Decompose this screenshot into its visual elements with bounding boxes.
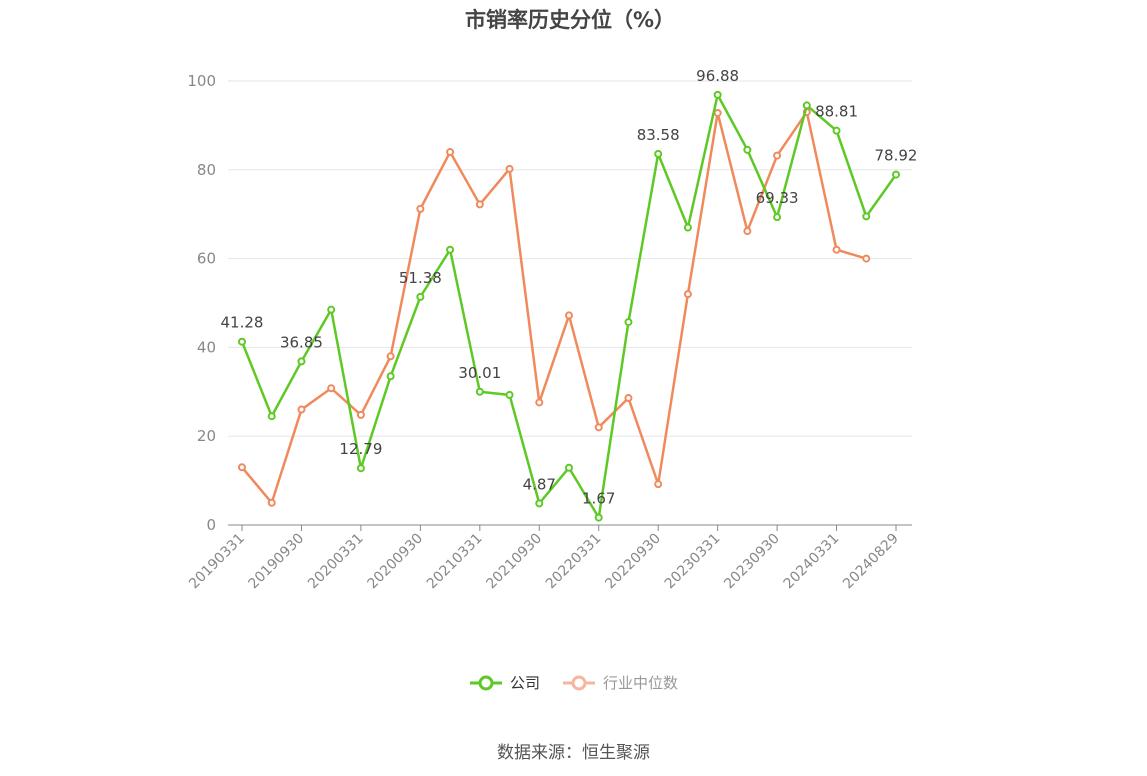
company-point: [683, 223, 692, 232]
company-point: [475, 387, 484, 396]
industry-point: [713, 108, 722, 117]
industry-point: [327, 384, 336, 393]
data-label: 83.58: [637, 126, 680, 144]
x-tick-label: 20190331: [186, 531, 248, 593]
data-source: 数据来源：恒生聚源: [497, 743, 650, 763]
company-point: [743, 145, 752, 154]
company-point: [654, 149, 663, 158]
y-tick-label: 100: [187, 72, 216, 90]
company-point: [565, 463, 573, 472]
x-tick-label: 20240829: [840, 531, 902, 593]
company-point: [505, 390, 514, 399]
data-label: 1.67: [582, 490, 615, 508]
legend-company-label: 公司: [509, 674, 540, 692]
company-point: [773, 213, 782, 222]
x-tick-label: 20200331: [305, 531, 367, 593]
company-point: [713, 90, 722, 99]
industry-point: [683, 290, 692, 299]
company-point: [624, 318, 633, 327]
industry-point: [475, 200, 484, 209]
chart-title: 市销率历史分位（%）: [464, 8, 676, 32]
industry-point: [505, 164, 514, 173]
company-point: [862, 212, 871, 221]
x-tick-label: 20220331: [543, 531, 605, 593]
company-point: [535, 499, 544, 508]
company-point: [594, 513, 603, 522]
y-tick-label: 80: [197, 161, 216, 179]
legend-industry-marker: [563, 675, 595, 690]
x-tick-label: 20230331: [662, 531, 724, 593]
y-tick-label: 20: [197, 427, 216, 445]
company-point: [327, 305, 336, 314]
industry-point: [773, 151, 782, 160]
legend-item-company[interactable]: 公司: [469, 672, 540, 693]
industry-point: [862, 254, 871, 263]
data-label: 88.81: [815, 103, 858, 121]
industry-point: [297, 405, 306, 414]
x-tick-label: 20190930: [246, 531, 308, 593]
x-tick-label: 20210331: [424, 531, 486, 593]
company-point: [802, 101, 811, 110]
data-label: 41.28: [221, 314, 264, 332]
industry-point: [565, 311, 573, 320]
line-chart: 0 20 40 60 80 100 2019033120190930202003312020…: [186, 67, 918, 593]
industry-point: [416, 204, 425, 213]
industry-line: [241, 110, 867, 505]
company-point: [892, 170, 900, 179]
industry-point: [446, 148, 455, 157]
y-tick-label: 40: [197, 338, 216, 356]
x-tick-label: 20230930: [721, 531, 783, 593]
y-tick-label: 60: [197, 250, 216, 268]
company-point: [832, 126, 841, 135]
legend: 公司 行业中位数: [0, 672, 1147, 693]
company-point: [356, 464, 365, 473]
data-label: 36.85: [280, 333, 323, 351]
x-tick-label: 20210930: [483, 531, 545, 593]
industry-point: [535, 398, 544, 407]
company-point: [297, 357, 306, 366]
industry-point: [356, 410, 365, 419]
legend-industry-label: 行业中位数: [603, 674, 679, 692]
industry-point: [594, 423, 603, 432]
data-label: 96.88: [696, 67, 739, 85]
company-point: [446, 245, 455, 254]
data-label: 12.79: [339, 440, 382, 458]
legend-company-marker: [469, 675, 502, 690]
industry-point: [654, 480, 663, 489]
industry-point: [386, 352, 395, 361]
x-tick-label: 20220930: [602, 531, 664, 593]
legend-item-industry[interactable]: 行业中位数: [562, 672, 678, 693]
company-point: [416, 292, 425, 301]
data-label: 69.33: [756, 189, 799, 207]
industry-point: [267, 498, 276, 507]
industry-point: [832, 245, 841, 254]
company-point: [267, 412, 276, 421]
company-point: [386, 372, 395, 381]
company-point: [238, 337, 246, 346]
data-label: 4.87: [523, 475, 556, 493]
y-tick-label: 0: [206, 516, 216, 534]
data-label: 78.92: [875, 147, 918, 165]
data-label: 51.38: [399, 269, 442, 287]
industry-point: [624, 394, 633, 403]
x-tick-label: 20240331: [781, 531, 843, 593]
industry-point: [238, 463, 246, 472]
data-label: 30.01: [458, 364, 501, 382]
x-tick-label: 20200930: [364, 531, 426, 593]
industry-point: [743, 227, 752, 236]
